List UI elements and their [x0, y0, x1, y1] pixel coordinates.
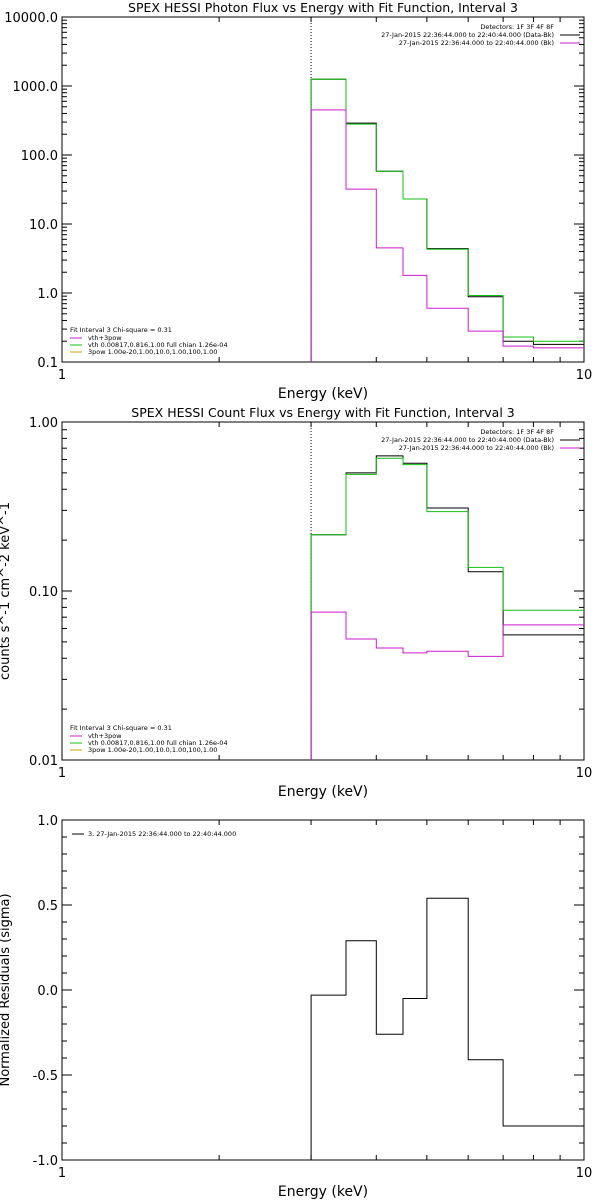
header-line: 27-Jan-2015 22:36:44.000 to 22:40:44.000…	[399, 39, 554, 47]
y-tick-label: -1.0	[33, 1154, 58, 1169]
y-tick-label: 1.0	[37, 287, 58, 302]
legend-label: vth 0.00817,0.816,1.00 full chian 1.26e-…	[88, 341, 228, 349]
plot-frame	[61, 16, 585, 363]
y-tick-label: 10000.0	[4, 11, 58, 26]
series-1-step-line	[310, 78, 584, 362]
x-axis-label: Energy (keV)	[278, 784, 368, 800]
plot-frame	[61, 421, 585, 761]
series-2-step-line	[310, 457, 584, 760]
x-tick-label: 1	[58, 1166, 66, 1181]
y-tick-label: 1.0	[37, 814, 58, 829]
x-tick-label: 10	[576, 368, 593, 383]
y-tick-label: 0.5	[37, 899, 58, 914]
chart-title: SPEX HESSI Count Flux vs Energy with Fit…	[131, 405, 514, 420]
series-1-step-line	[310, 897, 584, 1160]
chart-panel-1: 1 10 0.1 1.0 10.0 100.0 1000.0 10000.0 SPEX HESS…	[4, 0, 592, 402]
chart-panel-2: 1 10 0.01 0.10 1.00 SPEX HESSI Count Flux vs …	[0, 405, 592, 800]
header-line: 27-Jan-2015 22:36:44.000 to 22:40:44.000…	[399, 444, 554, 452]
series-3-step-line	[310, 109, 584, 362]
y-tick-label: 0.0	[37, 984, 58, 999]
chart-panel-3: 1 10 -1.0 -0.5 0.0 0.5 1.0 Energy (keV) Normaliz…	[0, 814, 592, 1200]
plot-frame	[61, 819, 585, 1161]
header-line: 27-Jan-2015 22:36:44.000 to 22:40:44.000…	[381, 436, 554, 444]
x-tick-label: 10	[576, 766, 593, 781]
x-axis-label: Energy (keV)	[278, 386, 368, 402]
y-tick-label: 1000.0	[13, 80, 59, 95]
x-tick-label: 10	[576, 1166, 593, 1181]
series-3-step-line	[310, 611, 584, 760]
legend-label: vth+3pow	[88, 334, 122, 342]
chart-title: SPEX HESSI Photon Flux vs Energy with Fi…	[128, 0, 518, 15]
y-tick-label: 0.1	[37, 356, 58, 371]
legend-label: 3, 27-Jan-2015 22:36:44.000 to 22:40:44.…	[88, 830, 236, 838]
y-tick-label: 0.01	[29, 754, 58, 769]
series-2-step-line	[310, 78, 584, 362]
legend-label: vth 0.00817,0.816,1.00 full chian 1.26e-…	[88, 739, 228, 747]
header-line: Detectors: 1F 3F 4F 8F	[480, 23, 554, 31]
x-tick-label: 1	[58, 766, 66, 781]
x-tick-label: 1	[58, 368, 66, 383]
legend-title: Fit Interval 3 Chi-square = 0.31	[70, 326, 172, 334]
y-tick-label: 100.0	[21, 149, 58, 164]
legend-label: 3pow 1.00e-20,1.00,10.0,1.00,100,1.00	[88, 746, 217, 754]
y-tick-label: 10.0	[29, 218, 58, 233]
y-axis-label: Normalized Residuals (sigma)	[0, 893, 13, 1086]
header-line: 27-Jan-2015 22:36:44.000 to 22:40:44.000…	[381, 31, 554, 39]
y-axis-label: counts s^-1 cm^-2 keV^-1	[0, 502, 13, 680]
y-tick-label: -0.5	[33, 1069, 58, 1084]
legend-label: 3pow 1.00e-20,1.00,10.0,1.00,100,1.00	[88, 348, 217, 356]
header-line: Detectors: 1F 3F 4F 8F	[480, 428, 554, 436]
legend-title: Fit Interval 3 Chi-square = 0.31	[70, 724, 172, 732]
y-tick-label: 0.10	[29, 585, 58, 600]
x-axis-label: Energy (keV)	[278, 1184, 368, 1200]
series-1-step-line	[310, 455, 584, 760]
y-tick-label: 1.00	[29, 416, 58, 431]
legend-label: vth+3pow	[88, 732, 122, 740]
